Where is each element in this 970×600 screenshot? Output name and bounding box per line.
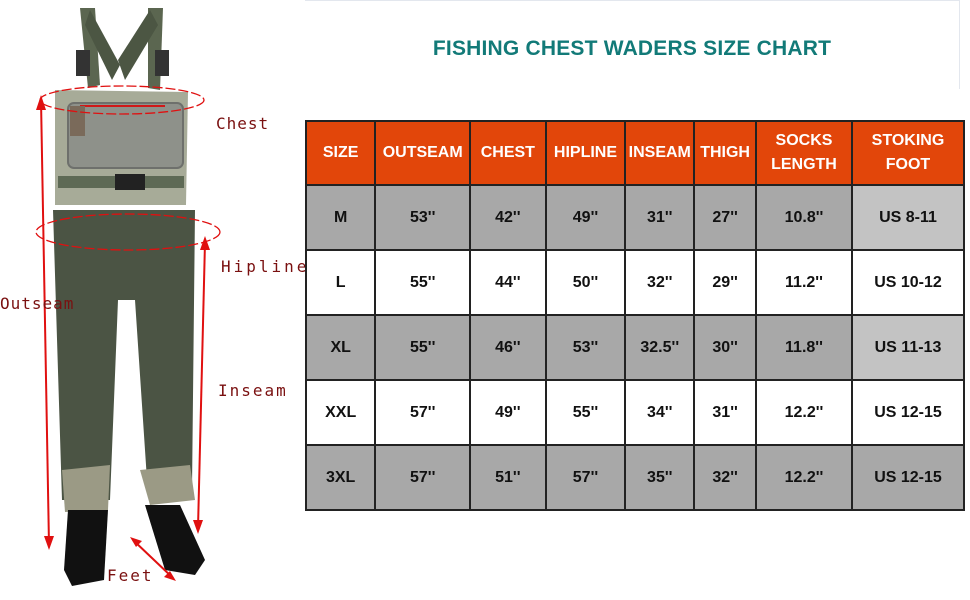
right-boot <box>145 505 205 575</box>
table-cell: 55'' <box>544 379 627 446</box>
table-cell: 11.8'' <box>754 314 853 381</box>
table-cell: US 12-15 <box>850 379 966 446</box>
hipline-label: Hipline <box>221 257 310 276</box>
header-cell: HIPLINE <box>544 120 627 186</box>
table-cell: 12.2'' <box>754 379 853 446</box>
feet-label: Feet <box>107 566 154 585</box>
table-cell: 12.2'' <box>754 444 853 511</box>
table-cell: 53'' <box>374 184 472 251</box>
table-cell: 10.8'' <box>754 184 853 251</box>
strap-buckle <box>76 50 90 76</box>
table-cell: 49'' <box>544 184 627 251</box>
header-cell: SOCKS LENGTH <box>754 120 853 186</box>
table-row: 3XL 57'' 51'' 57'' 35'' 32'' 12.2'' US 12-15 <box>304 444 966 511</box>
table-cell: 27'' <box>693 184 757 251</box>
table-cell: 53'' <box>544 314 627 381</box>
header-cell: CHEST <box>469 120 547 186</box>
arrow-heads <box>36 95 210 581</box>
table-cell: M <box>304 184 377 251</box>
table-cell: 29'' <box>693 249 757 316</box>
table-cell: 32'' <box>693 444 757 511</box>
header-cell: THIGH <box>693 120 757 186</box>
header-cell: SIZE <box>304 120 377 186</box>
table-cell: XL <box>304 314 377 381</box>
table-cell: 50'' <box>544 249 627 316</box>
table-cell: 35'' <box>624 444 696 511</box>
table-row: XXL 57'' 49'' 55'' 34'' 31'' 12.2'' US 12-15 <box>304 379 966 446</box>
size-table: SIZE OUTSEAM CHEST HIPLINE INSEAM THIGH … <box>304 120 966 511</box>
table-cell: US 8-11 <box>850 184 966 251</box>
table-cell: 44'' <box>469 249 547 316</box>
table-cell: 32.5'' <box>624 314 696 381</box>
table-cell: 51'' <box>469 444 547 511</box>
chest-label: Chest <box>216 114 270 133</box>
table-cell: 57'' <box>374 379 472 446</box>
inseam-label: Inseam <box>218 381 288 400</box>
legs <box>53 210 195 500</box>
table-cell: 49'' <box>469 379 547 446</box>
outseam-label: Outseam <box>0 294 75 313</box>
table-row: M 53'' 42'' 49'' 31'' 27'' 10.8'' US 8-11 <box>304 184 966 251</box>
table-cell: 42'' <box>469 184 547 251</box>
strap-buckle <box>155 50 169 76</box>
header-cell: STOKING FOOT <box>850 120 966 186</box>
table-cell: 34'' <box>624 379 696 446</box>
table-cell: US 11-13 <box>850 314 966 381</box>
table-cell: 31'' <box>624 184 696 251</box>
table-cell: 3XL <box>304 444 377 511</box>
table-cell: 55'' <box>374 314 472 381</box>
table-cell: US 10-12 <box>850 249 966 316</box>
table-cell: L <box>304 249 377 316</box>
table-cell: US 12-15 <box>850 444 966 511</box>
left-boot <box>64 510 108 586</box>
table-cell: 55'' <box>374 249 472 316</box>
table-row: L 55'' 44'' 50'' 32'' 29'' 11.2'' US 10-12 <box>304 249 966 316</box>
table-row: XL 55'' 46'' 53'' 32.5'' 30'' 11.8'' US 11-13 <box>304 314 966 381</box>
table-cell: 57'' <box>544 444 627 511</box>
table-cell: 31'' <box>693 379 757 446</box>
chart-title: FISHING CHEST WADERS SIZE CHART <box>432 37 832 60</box>
header-row: SIZE OUTSEAM CHEST HIPLINE INSEAM THIGH … <box>304 120 966 186</box>
header-cell: INSEAM <box>624 120 696 186</box>
table-cell: XXL <box>304 379 377 446</box>
table-cell: 30'' <box>693 314 757 381</box>
chest-waders-image <box>35 8 221 586</box>
title-box: FISHING CHEST WADERS SIZE CHART <box>305 0 960 89</box>
table-cell: 57'' <box>374 444 472 511</box>
table-cell: 11.2'' <box>754 249 853 316</box>
table-cell: 32'' <box>624 249 696 316</box>
table-cell: 46'' <box>469 314 547 381</box>
header-cell: OUTSEAM <box>374 120 472 186</box>
belt-buckle <box>115 174 145 190</box>
